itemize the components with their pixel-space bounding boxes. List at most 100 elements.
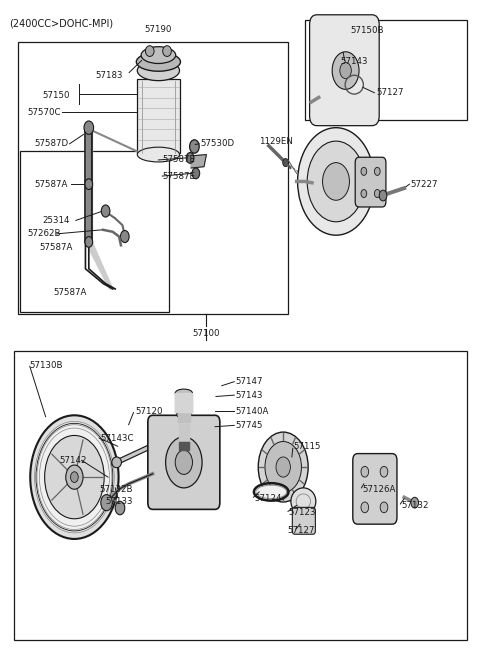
Text: 57530D: 57530D [201,139,235,149]
Ellipse shape [137,147,180,162]
Text: 57150B: 57150B [350,26,384,35]
Text: 57100: 57100 [192,329,220,339]
Circle shape [175,450,192,474]
Circle shape [374,190,380,198]
Circle shape [66,465,83,489]
Circle shape [192,168,200,179]
Circle shape [276,457,290,477]
Text: 25314: 25314 [42,216,70,225]
Text: 57127: 57127 [287,526,314,536]
Polygon shape [178,412,190,422]
Text: 57587E: 57587E [162,171,195,181]
Text: 57132: 57132 [401,501,429,510]
Circle shape [84,121,94,134]
Text: 57745: 57745 [235,421,263,430]
Circle shape [298,128,374,235]
Circle shape [186,153,194,163]
Circle shape [85,237,93,247]
Ellipse shape [291,488,316,515]
Text: 57587E: 57587E [162,155,195,165]
Polygon shape [175,393,192,412]
Ellipse shape [137,60,180,81]
Text: 57262B: 57262B [28,229,61,239]
Ellipse shape [256,485,287,499]
Text: 57183: 57183 [96,71,123,80]
Text: (2400CC>DOHC-MPI): (2400CC>DOHC-MPI) [10,19,114,29]
Text: 57143: 57143 [341,57,368,67]
Circle shape [283,159,288,167]
Text: 57142: 57142 [60,456,87,465]
Text: 57587A: 57587A [54,288,87,298]
FancyBboxPatch shape [353,454,397,524]
Circle shape [258,432,308,502]
Text: 57587A: 57587A [35,179,68,189]
Polygon shape [116,442,155,465]
Text: 57133: 57133 [106,497,133,506]
Text: 57140A: 57140A [235,407,269,416]
Text: 57143C: 57143C [101,434,134,444]
Circle shape [361,167,367,175]
Text: 57190: 57190 [144,25,171,34]
Circle shape [361,502,369,513]
Circle shape [166,437,202,488]
Ellipse shape [163,46,171,56]
Ellipse shape [145,46,154,56]
Circle shape [374,167,380,175]
Ellipse shape [175,389,192,397]
Circle shape [380,466,388,477]
Circle shape [361,190,367,198]
Text: 57120: 57120 [135,407,163,416]
FancyBboxPatch shape [292,507,315,534]
Ellipse shape [136,52,180,71]
Ellipse shape [141,47,176,63]
Circle shape [307,141,365,222]
Circle shape [340,62,351,79]
Circle shape [120,230,129,243]
Circle shape [45,435,104,519]
Circle shape [332,52,359,89]
Circle shape [379,190,387,201]
Polygon shape [191,155,206,168]
FancyBboxPatch shape [148,415,220,509]
Bar [14,351,467,640]
Bar [305,20,467,120]
Circle shape [85,179,93,190]
Circle shape [71,472,78,482]
Ellipse shape [177,411,191,418]
Text: 57587D: 57587D [35,139,69,149]
Circle shape [101,205,110,217]
Circle shape [323,163,349,200]
Text: 57150: 57150 [42,91,70,100]
Text: 57227: 57227 [410,179,438,189]
Text: 57130B: 57130B [30,361,63,370]
Text: 57132B: 57132B [100,485,133,494]
Circle shape [101,495,112,511]
Text: 57115: 57115 [294,442,321,452]
Text: 57147: 57147 [235,377,263,386]
Text: 57143: 57143 [235,390,263,400]
Text: 57570C: 57570C [28,108,61,117]
Circle shape [411,497,419,508]
Ellipse shape [112,457,121,468]
Circle shape [380,502,388,513]
Text: 57587A: 57587A [39,243,73,252]
Circle shape [190,140,199,153]
Text: 57126A: 57126A [362,485,396,494]
Bar [137,79,180,153]
Bar [20,151,169,312]
Text: 1129EN: 1129EN [259,136,293,146]
Polygon shape [179,424,189,440]
Circle shape [115,501,125,515]
Circle shape [36,423,113,531]
Bar [18,42,288,314]
Text: 57124: 57124 [254,494,282,503]
Text: 57123: 57123 [288,508,315,517]
Circle shape [265,442,301,493]
Polygon shape [85,242,113,289]
FancyBboxPatch shape [355,157,386,207]
Polygon shape [179,442,189,450]
Text: 57127: 57127 [377,88,404,97]
FancyBboxPatch shape [310,15,379,126]
Circle shape [361,466,369,477]
Circle shape [30,415,119,539]
